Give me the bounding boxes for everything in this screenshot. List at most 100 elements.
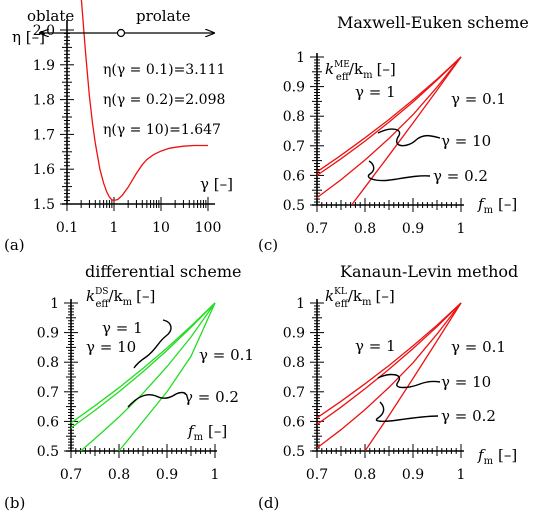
panel-b: 0.5 0.6 0.7 0.8 0.9 1 0.7 0.8 0.9 1 differential … (4, 262, 254, 512)
panel-d-x-tick-label: 0.7 (306, 467, 328, 483)
panel-b-xlabel: fm [–] (187, 422, 227, 443)
panel-d-ylabel-unit: [–] (375, 287, 394, 305)
panel-a-annotation-2: η(γ = 0.2)=2.098 (103, 92, 225, 108)
panel-d-xlabel-sub: m (484, 456, 494, 467)
panel-b-x-tick-label: 0.7 (60, 467, 82, 483)
panel-c-ylabel: kME eff/km [–] (325, 60, 396, 83)
panel-d-ticks: 0.5 0.6 0.7 0.8 0.9 1 0.7 0.8 0.9 1 (283, 296, 466, 483)
panel-b-y-tick-label: 0.9 (37, 326, 59, 342)
panel-c-x-tick-label: 1 (457, 221, 466, 237)
panel-a-x-tick-label: 0.1 (56, 220, 78, 236)
panel-c-title: Maxwell-Euken scheme (337, 13, 529, 32)
panel-b-label: (b) (4, 494, 25, 512)
panel-d-y-tick-label: 0.6 (283, 414, 305, 430)
panel-b-ylabel-sup: DS (95, 287, 108, 297)
panel-b-x-tick-label: 0.8 (108, 467, 130, 483)
panel-b-y-tick-label: 0.8 (37, 355, 59, 371)
panel-b-y-tick-label: 1 (50, 296, 59, 312)
panel-d-xlabel-f: f (477, 446, 486, 464)
panel-c-x-tick-label: 0.8 (354, 221, 376, 237)
panel-b-leader-gamma-0.2 (127, 391, 187, 408)
panel-b-ticks: 0.5 0.6 0.7 0.8 0.9 1 0.7 0.8 0.9 1 (37, 296, 220, 483)
panel-b-xlabel-sub: m (194, 432, 204, 443)
panel-b-leader-gamma-1-10 (133, 319, 172, 369)
panel-b-x-tick-label: 1 (211, 467, 220, 483)
panel-c-leader-gamma-10 (377, 128, 441, 147)
panel-d-y-tick-label: 0.9 (283, 326, 305, 342)
panel-d-x-tick-label: 1 (457, 467, 466, 483)
panel-a-y-tick-label: 1.6 (33, 162, 55, 178)
panel-c-label-gamma-1: γ = 1 (355, 83, 396, 101)
panel-d-y-tick-label: 0.5 (283, 444, 305, 460)
panel-b-series-3-line (118, 302, 216, 452)
panel-b-ylabel-rest: /k (109, 287, 124, 305)
panel-c-y-tick-label: 0.8 (283, 109, 305, 125)
panel-c-ylabel-k: k (325, 60, 334, 78)
panel-d-series-1-line (316, 302, 462, 425)
panel-d-x-tick-label: 0.9 (402, 467, 424, 483)
panel-c-label-gamma-0.2: γ = 0.2 (433, 167, 488, 185)
panel-a-x-tick-label: 100 (195, 220, 222, 236)
panel-d-ylabel-sub: eff (335, 299, 349, 310)
panel-d-leader-gamma-0.2 (375, 401, 439, 423)
panel-b-label-gamma-1: γ = 1 (102, 319, 143, 337)
panel-d-x-tick-label: 0.8 (354, 467, 376, 483)
panel-b-y-tick-label: 0.6 (37, 414, 59, 430)
panel-c-x-tick-label: 0.7 (306, 221, 328, 237)
oblate-label: oblate (27, 7, 74, 25)
panel-c-y-tick-label: 0.7 (283, 139, 305, 155)
panel-c-leader-gamma-0.2 (367, 160, 431, 182)
panel-d: 0.5 0.6 0.7 0.8 0.9 1 0.7 0.8 0.9 1 Kanaun-Levin … (258, 262, 518, 512)
panel-d-ylabel-rest-sub: m (362, 297, 372, 308)
panel-c-xlabel-unit: [–] (498, 195, 517, 213)
panel-d-xlabel-unit: [–] (498, 446, 517, 464)
panel-a-series-0-line (80, 0, 208, 202)
panel-c-series-1-line (316, 56, 462, 176)
panel-a-ticks: 1.51.61.71.81.92.00.1 1 10 100 (33, 23, 222, 236)
panel-c-label: (c) (258, 236, 278, 254)
panel-b-series-2-line (80, 302, 216, 452)
panel-d-title: Kanaun-Levin method (340, 262, 518, 281)
panel-d-y-tick-label: 1 (296, 296, 305, 312)
panel-a-curves (80, 0, 208, 202)
panel-c-xlabel-f: f (477, 195, 486, 213)
panel-d-series-2-line (316, 302, 462, 449)
panel-d-curves (316, 302, 462, 452)
panel-d-label-gamma-1: γ = 1 (355, 337, 396, 355)
panel-c: 0.5 0.6 0.7 0.8 0.9 1 0.7 0.8 0.9 1 Maxwell-Euken… (258, 13, 529, 254)
panel-c-y-tick-label: 0.5 (283, 198, 305, 214)
panel-c-y-tick-label: 1 (296, 50, 305, 66)
panel-b-curves (70, 302, 216, 452)
panel-b-label-gamma-0.2: γ = 0.2 (184, 388, 239, 406)
panel-a-annotation-3: η(γ = 10)=1.647 (103, 122, 221, 138)
panel-d-ylabel-rest: /k (348, 287, 363, 305)
panel-a-xlabel: γ [–] (200, 175, 233, 193)
panel-a: 1.51.61.71.81.92.00.1 1 10 100 η [–] oblate… (4, 0, 233, 254)
panel-d-label-gamma-0.2: γ = 0.2 (441, 407, 496, 425)
panel-c-y-tick-label: 0.6 (283, 168, 305, 184)
panel-b-series-1-line (70, 302, 216, 429)
panel-d-label-gamma-10: γ = 10 (441, 373, 491, 391)
panel-d-ylabel-k: k (325, 287, 334, 305)
panel-d-leader-gamma-10 (377, 373, 441, 389)
panel-b-ylabel-k: k (86, 287, 95, 305)
panel-a-ylabel: η [–] (12, 28, 45, 46)
panel-a-y-tick-label: 1.8 (33, 93, 55, 109)
panel-a-label: (a) (4, 236, 25, 254)
panel-b-label-gamma-10: γ = 10 (86, 338, 136, 356)
panel-d-series-0-line (316, 302, 462, 419)
panel-a-x-tick-label: 10 (152, 220, 170, 236)
panel-b-xlabel-unit: [–] (208, 422, 227, 440)
panel-a-y-tick-label: 1.9 (33, 58, 55, 74)
panel-c-series-3-line (351, 56, 462, 206)
panel-d-label: (d) (258, 494, 279, 512)
panel-b-series-0-line (70, 302, 216, 424)
panel-d-label-gamma-0.1: γ = 0.1 (451, 338, 506, 356)
panel-c-label-gamma-0.1: γ = 0.1 (451, 90, 506, 108)
panel-c-series-2-line (316, 56, 462, 199)
panel-c-xlabel: fm [–] (477, 195, 517, 216)
panel-c-ticks: 0.5 0.6 0.7 0.8 0.9 1 0.7 0.8 0.9 1 (283, 50, 466, 237)
panel-c-xlabel-sub: m (484, 205, 494, 216)
panel-b-x-tick-label: 0.9 (156, 467, 178, 483)
